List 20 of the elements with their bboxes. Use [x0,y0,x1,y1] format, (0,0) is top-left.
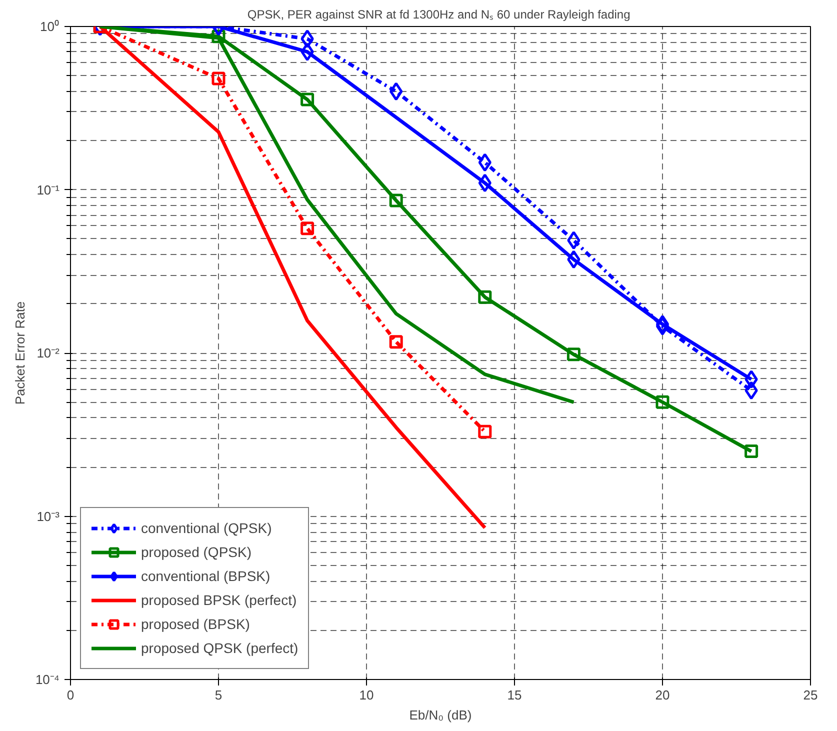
x-tick-label: 15 [507,688,522,702]
legend-label: proposed (BPSK) [141,616,250,632]
x-tick-label: 5 [214,688,222,702]
y-tick-label: 10⁻¹ [36,182,60,198]
legend-label: proposed (QPSK) [141,544,252,560]
y-tick-label: 10⁰ [40,19,60,34]
legend-label: conventional (QPSK) [141,520,272,536]
y-tick-label: 10⁻² [36,346,60,360]
x-tick-label: 10 [359,688,374,702]
legend-label: conventional (BPSK) [141,568,270,584]
y-tick-label: 10⁻³ [36,508,60,524]
legend-label: proposed BPSK (perfect) [141,592,297,608]
legend-label: proposed QPSK (perfect) [141,640,298,656]
chart-title: QPSK, PER against SNR at fd 1300Hz and Nₛ 60 under Rayleigh fading [247,8,630,22]
x-tick-label: 25 [803,688,818,702]
y-axis-title: Packet Error Rate [12,301,28,405]
x-axis-title: Eb/N₀ (dB) [409,708,472,722]
x-tick-label: 0 [66,688,74,702]
x-tick-label: 20 [655,688,670,702]
y-tick-label: 10⁻⁴ [35,672,60,687]
